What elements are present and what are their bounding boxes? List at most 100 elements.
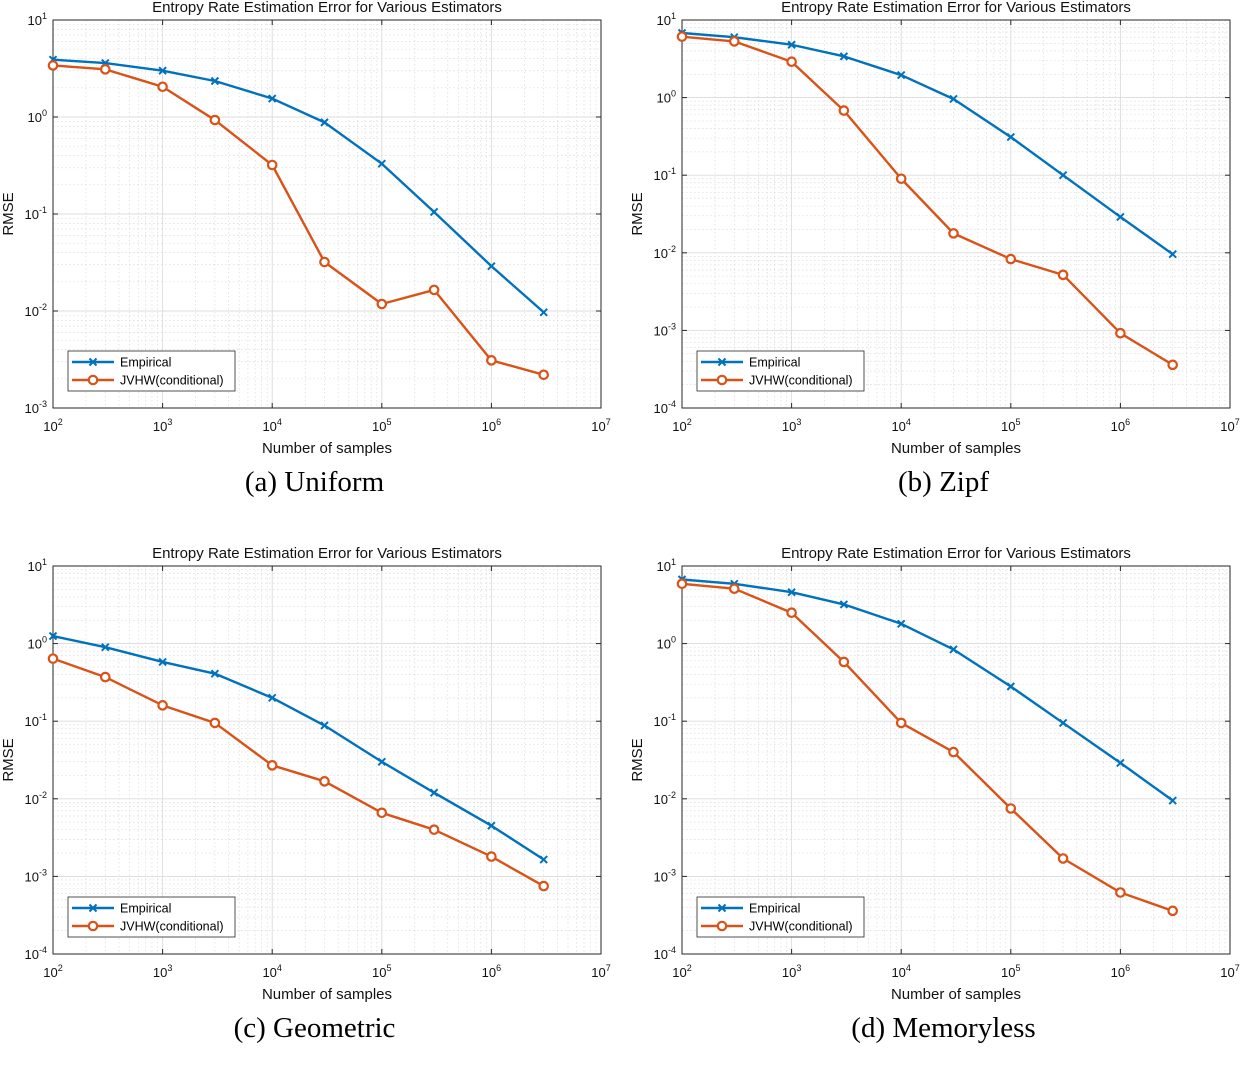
data-point-jvhw [676, 31, 688, 42]
x-tick-label: 103 [782, 417, 801, 434]
series-jvhw [47, 653, 549, 892]
x-tick-label: 107 [591, 963, 610, 980]
data-point-empirical [539, 855, 548, 864]
marker-stroke [158, 657, 167, 667]
data-point-empirical [210, 76, 220, 86]
series-line-empirical [52, 634, 545, 861]
data-point-jvhw [47, 60, 59, 71]
data-point-jvhw [209, 717, 221, 729]
data-point-empirical [1006, 132, 1016, 142]
marker-stroke [48, 631, 58, 641]
series-jvhw [676, 31, 1178, 371]
y-tick-label: 10-2 [25, 790, 47, 807]
data-point-empirical [787, 587, 796, 597]
legend-marker-empirical [717, 903, 727, 913]
data-point-jvhw [319, 776, 330, 787]
y-tick-label: 10-3 [25, 867, 47, 884]
x-tick-label: 106 [1111, 417, 1130, 434]
legend-label-empirical: Empirical [749, 356, 800, 370]
marker-stroke [1116, 758, 1125, 768]
legend-label-jvhw: JVHW(conditional) [749, 374, 853, 388]
y-tick-label: 101 [28, 11, 47, 28]
data-point-empirical [101, 642, 110, 652]
axes-box [681, 565, 1231, 955]
data-point-jvhw [1167, 905, 1178, 917]
y-tick-label: 10-3 [654, 321, 676, 338]
marker-stroke [539, 855, 548, 864]
y-tick-label: 10-3 [25, 399, 47, 416]
series-empirical [48, 631, 548, 864]
x-axis-label: Number of samples [891, 986, 1021, 1003]
marker-stroke [787, 40, 796, 49]
caption-uniform: (a) Uniform [244, 466, 385, 498]
data-point-empirical [539, 308, 548, 317]
data-point-jvhw [157, 700, 168, 711]
marker-stroke [101, 642, 110, 652]
legend-label-empirical: Empirical [120, 902, 171, 916]
marker-stroke [787, 587, 796, 597]
data-point-jvhw [948, 228, 959, 239]
legend-marker-jvhw [716, 920, 728, 932]
data-point-empirical [839, 52, 849, 61]
data-point-jvhw [786, 607, 797, 619]
minor-grid [53, 566, 601, 954]
data-point-empirical [896, 70, 906, 80]
y-tick-label: 10-4 [25, 945, 47, 962]
x-tick-label: 102 [672, 963, 691, 980]
marker-stroke [320, 721, 329, 730]
chart-svg-zipf: 102 103 104 105 106 107 10-4 10-3 10-2 10-1 100 101… [629, 0, 1240, 457]
legend-label-empirical: Empirical [749, 902, 800, 916]
chart-svg-uniform: 102 103 104 105 106 107 10-3 10-2 10-1 100 101 Entr… [0, 0, 611, 457]
marker-stroke [88, 357, 98, 367]
data-point-empirical [320, 721, 329, 730]
x-tick-label: 102 [43, 417, 62, 434]
x-axis-label: Number of samples [262, 986, 392, 1003]
y-tick-label: 10-1 [25, 712, 47, 729]
data-point-empirical [377, 159, 387, 168]
y-tick-label: 10-2 [654, 244, 676, 261]
y-axis-label: RMSE [0, 192, 17, 235]
y-axis-label: RMSE [629, 738, 646, 781]
legend-marker-empirical [717, 357, 727, 367]
data-point-empirical [949, 645, 958, 654]
data-point-jvhw [538, 369, 549, 381]
y-tick-label: 101 [657, 557, 676, 574]
y-tick-label: 100 [28, 635, 47, 652]
x-tick-label: 103 [782, 963, 801, 980]
marker-stroke [210, 76, 220, 86]
y-tick-label: 101 [28, 557, 47, 574]
data-point-empirical [1116, 212, 1125, 222]
data-point-jvhw [728, 36, 740, 47]
data-point-jvhw [47, 653, 59, 664]
data-point-empirical [949, 94, 958, 104]
legend-label-jvhw: JVHW(conditional) [120, 374, 224, 388]
data-point-empirical [267, 693, 277, 703]
plot-area [682, 566, 1230, 954]
x-axis-label: Number of samples [891, 440, 1021, 457]
marker-stroke [429, 788, 439, 797]
x-tick-label: 104 [262, 963, 281, 980]
marker-stroke [1006, 682, 1016, 691]
marker-stroke [717, 903, 727, 913]
chart-panel-uniform: 102 103 104 105 106 107 10-3 10-2 10-1 100 101 Entr… [0, 0, 629, 525]
chart-panel-geometric: 102 103 104 105 106 107 10-4 10-3 10-2 10-1 100 101… [0, 545, 629, 1071]
marker-stroke [210, 669, 220, 678]
chart-title: Entropy Rate Estimation Error for Variou… [781, 0, 1131, 16]
marker-stroke [88, 903, 98, 913]
data-point-empirical [487, 261, 496, 271]
marker-stroke [949, 94, 958, 104]
y-tick-label: 100 [657, 635, 676, 652]
data-point-jvhw [1005, 803, 1017, 814]
marker-stroke [267, 94, 277, 103]
marker-stroke [839, 600, 849, 609]
data-point-empirical [1168, 796, 1177, 805]
data-point-empirical [1168, 249, 1177, 259]
data-point-jvhw [1167, 359, 1178, 371]
y-tick-label: 10-4 [654, 399, 676, 416]
series-line-jvhw [52, 64, 545, 376]
data-point-jvhw [838, 656, 850, 668]
data-point-jvhw [266, 760, 278, 771]
marker-stroke [839, 52, 849, 61]
data-point-empirical [1058, 718, 1068, 728]
y-tick-label: 10-1 [654, 712, 676, 729]
